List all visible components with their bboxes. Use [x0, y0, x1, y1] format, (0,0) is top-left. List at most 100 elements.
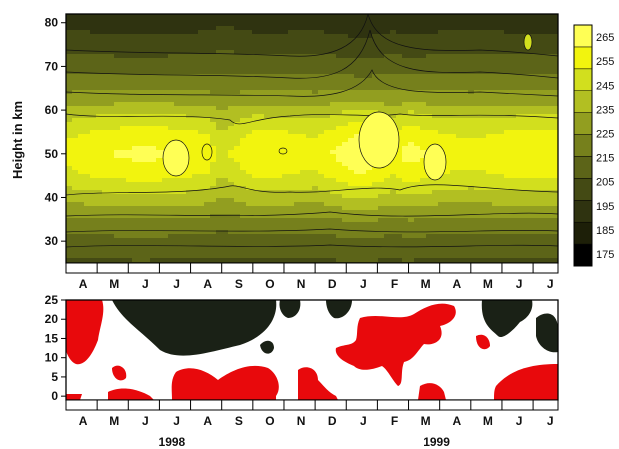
temperature-cell: [372, 30, 379, 35]
temperature-cell: [384, 222, 391, 227]
temperature-cell: [198, 126, 205, 131]
temperature-cell: [342, 74, 349, 79]
temperature-cell: [516, 226, 523, 231]
temperature-cell: [498, 90, 505, 95]
temperature-cell: [438, 46, 445, 51]
temperature-cell: [300, 134, 307, 139]
temperature-cell: [114, 18, 121, 23]
temperature-cell: [318, 58, 325, 63]
temperature-cell: [408, 74, 415, 79]
temperature-cell: [288, 126, 295, 131]
temperature-cell: [540, 90, 547, 95]
temperature-cell: [402, 98, 409, 103]
temperature-cell: [366, 110, 373, 115]
temperature-cell: [132, 202, 139, 207]
temperature-cell: [288, 170, 295, 175]
temperature-cell: [336, 34, 343, 39]
temperature-cell: [162, 86, 169, 91]
temperature-cell: [462, 190, 469, 195]
temperature-cell: [444, 38, 451, 43]
temperature-cell: [420, 146, 427, 151]
temperature-cell: [360, 114, 367, 119]
temperature-cell: [72, 198, 79, 203]
temperature-cell: [234, 134, 241, 139]
temperature-cell: [384, 182, 391, 187]
temperature-cell: [354, 214, 361, 219]
temperature-cell: [180, 226, 187, 231]
temperature-cell: [510, 122, 517, 127]
temperature-cell: [408, 150, 415, 155]
temperature-cell: [120, 158, 127, 163]
temperature-cell: [492, 122, 499, 127]
temperature-cell: [78, 26, 85, 31]
temperature-cell: [186, 46, 193, 51]
temperature-cell: [384, 190, 391, 195]
temperature-cell: [540, 58, 547, 63]
temperature-cell: [90, 162, 97, 167]
temperature-cell: [174, 202, 181, 207]
temperature-cell: [96, 242, 103, 247]
temperature-cell: [450, 154, 457, 159]
temperature-cell: [150, 234, 157, 239]
temperature-cell: [156, 234, 163, 239]
temperature-cell: [222, 238, 229, 243]
temperature-cell: [132, 46, 139, 51]
temperature-cell: [366, 54, 373, 59]
temperature-cell: [348, 242, 355, 247]
temperature-cell: [414, 74, 421, 79]
temperature-cell: [132, 94, 139, 99]
temperature-cell: [78, 138, 85, 143]
temperature-cell: [456, 190, 463, 195]
temperature-cell: [354, 230, 361, 235]
temperature-cell: [330, 138, 337, 143]
temperature-cell: [270, 30, 277, 35]
temperature-cell: [324, 198, 331, 203]
temperature-cell: [528, 106, 535, 111]
temperature-cell: [522, 50, 529, 55]
temperature-cell: [102, 198, 109, 203]
temperature-cell: [102, 50, 109, 55]
temperature-cell: [156, 138, 163, 143]
temperature-cell: [174, 86, 181, 91]
temperature-cell: [306, 230, 313, 235]
temperature-cell: [444, 58, 451, 63]
temperature-cell: [324, 258, 331, 263]
temperature-cell: [96, 118, 103, 123]
temperature-cell: [108, 154, 115, 159]
temperature-cell: [144, 110, 151, 115]
temperature-cell: [300, 78, 307, 83]
temperature-cell: [456, 222, 463, 227]
temperature-cell: [426, 50, 433, 55]
temperature-cell: [90, 30, 97, 35]
temperature-cell: [348, 202, 355, 207]
temperature-cell: [222, 26, 229, 31]
temperature-cell: [228, 154, 235, 159]
temperature-cell: [174, 18, 181, 23]
temperature-cell: [270, 246, 277, 251]
temperature-cell: [198, 230, 205, 235]
temperature-cell: [390, 222, 397, 227]
temperature-cell: [264, 150, 271, 155]
temperature-cell: [276, 106, 283, 111]
temperature-cell: [234, 198, 241, 203]
temperature-cell: [492, 130, 499, 135]
temperature-cell: [240, 18, 247, 23]
temperature-cell: [480, 178, 487, 183]
temperature-cell: [300, 246, 307, 251]
temperature-cell: [354, 190, 361, 195]
temperature-cell: [522, 130, 529, 135]
temperature-cell: [78, 30, 85, 35]
temperature-cell: [486, 166, 493, 171]
temperature-cell: [156, 34, 163, 39]
temperature-cell: [426, 46, 433, 51]
temperature-cell: [138, 98, 145, 103]
temperature-cell: [108, 234, 115, 239]
temperature-cell: [534, 234, 541, 239]
temperature-cell: [204, 234, 211, 239]
temperature-cell: [198, 210, 205, 215]
temperature-cell: [462, 86, 469, 91]
temperature-cell: [480, 74, 487, 79]
temperature-cell: [504, 258, 511, 263]
temperature-cell: [342, 146, 349, 151]
